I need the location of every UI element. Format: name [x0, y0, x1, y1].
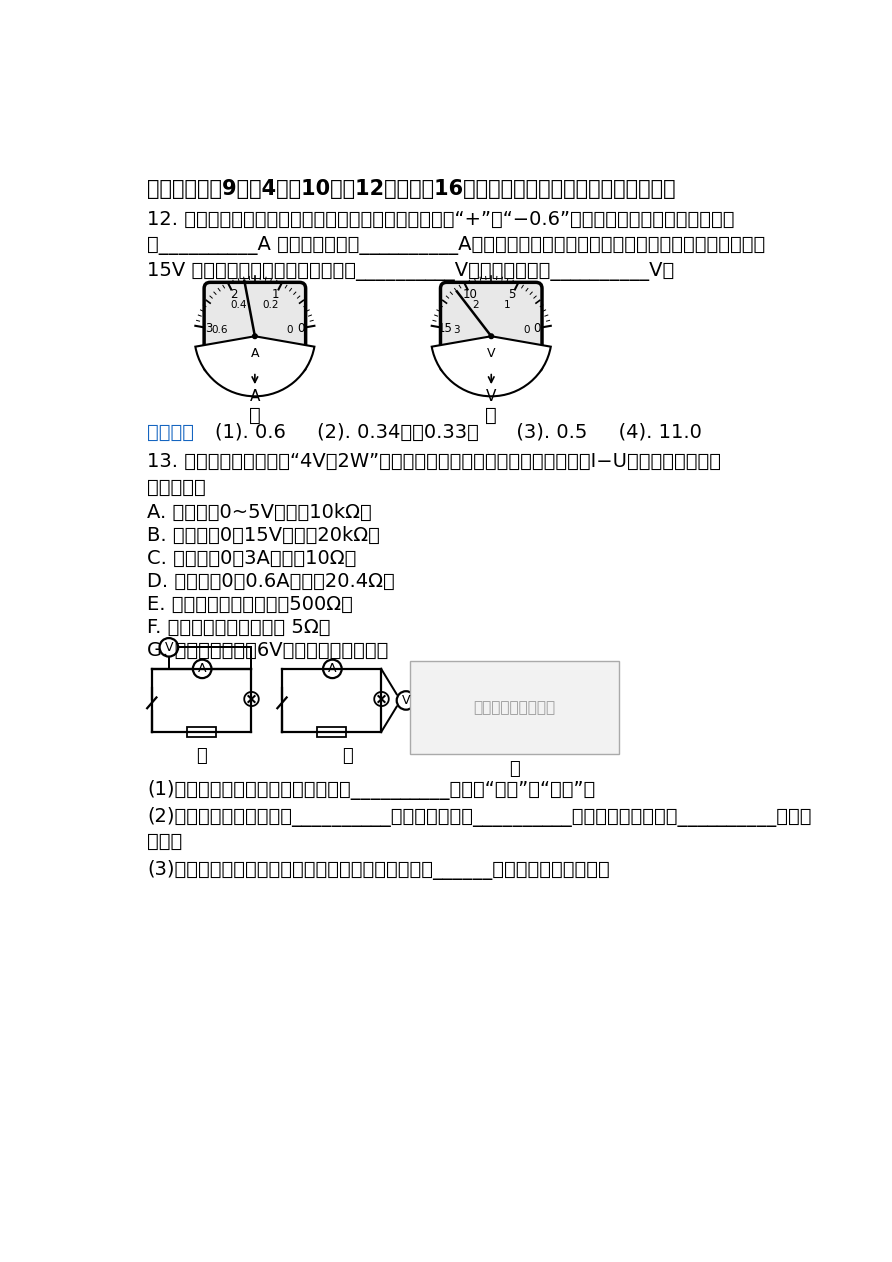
Text: A: A: [251, 347, 259, 360]
Text: E. 滑动变阻器（最大阻値500Ω）: E. 滑动变阻器（最大阻値500Ω）: [147, 594, 353, 613]
Bar: [317, 727, 346, 737]
Circle shape: [489, 334, 493, 338]
Text: 5: 5: [508, 289, 516, 302]
Text: 0: 0: [523, 326, 530, 336]
Text: 0.6: 0.6: [211, 326, 228, 336]
Text: G. 学生电源（直流6V）、开关、导线若干: G. 学生电源（直流6V）、开关、导线若干: [147, 641, 389, 660]
FancyBboxPatch shape: [441, 283, 542, 372]
Text: A: A: [250, 389, 260, 404]
Text: 15V 量程时，则表盘刻度每小格表示__________V，图中指针示数__________V。: 15V 量程时，则表盘刻度每小格表示__________V，图中指针示数____…: [147, 262, 674, 281]
Text: B. 电压表（0：15V，内阶20kΩ）: B. 电压表（0：15V，内阶20kΩ）: [147, 526, 380, 545]
Text: 乙: 乙: [485, 405, 497, 424]
Text: 10: 10: [463, 289, 478, 302]
Text: (2)实验中所用电压表应选__________，电流表应选用__________，滑动变阻器应选用__________。（填: (2)实验中所用电压表应选__________，电流表应选用__________…: [147, 808, 812, 828]
Text: V: V: [401, 694, 410, 707]
Text: 3: 3: [205, 322, 213, 334]
Text: A: A: [328, 663, 336, 675]
Text: F. 滑动变阻器（最大阻値 5Ω）: F. 滑动变阻器（最大阻値 5Ω）: [147, 618, 331, 637]
Text: 0.4: 0.4: [231, 299, 247, 309]
Text: 2: 2: [472, 299, 479, 309]
Text: 0.2: 0.2: [262, 299, 279, 309]
Text: V: V: [165, 641, 173, 654]
Text: D. 电流表（0：0.6A，内阶20.4Ω）: D. 电流表（0：0.6A，内阶20.4Ω）: [147, 572, 395, 591]
Wedge shape: [432, 336, 550, 396]
Text: 甲: 甲: [196, 747, 207, 766]
Text: 0: 0: [297, 322, 304, 334]
Text: 2: 2: [230, 289, 238, 302]
Bar: [186, 727, 216, 737]
Text: 实验器材照片（丙）: 实验器材照片（丙）: [474, 700, 556, 714]
Text: 1: 1: [272, 289, 279, 302]
Text: 乙: 乙: [342, 747, 352, 766]
Text: 材供选用：: 材供选用：: [147, 478, 206, 497]
Text: 13. 有一个小眅泡上标有“4V、2W”的字样，现在要用伏安法描绘这个眅泡的I−U图线。现有下列器: 13. 有一个小眅泡上标有“4V、2W”的字样，现在要用伏安法描绘这个眅泡的I−…: [147, 452, 721, 471]
Text: ⊗: ⊗: [371, 689, 392, 713]
Text: ⊗: ⊗: [241, 689, 261, 713]
Text: V: V: [487, 347, 495, 360]
Text: V: V: [486, 389, 497, 404]
Circle shape: [252, 334, 257, 338]
FancyBboxPatch shape: [204, 283, 306, 372]
Text: 15: 15: [438, 322, 453, 334]
Text: (1). 0.6     (2). 0.34（或0.33）      (3). 0.5     (4). 11.0: (1). 0.6 (2). 0.34（或0.33） (3). 0.5 (4). …: [190, 423, 702, 442]
Text: 是__________A 图中表针示数为__________A；图乙为学生用的两个量程的电压表刻度盘，当使用的是: 是__________A 图中表针示数为__________A；图乙为学生用的两…: [147, 236, 765, 255]
Text: 【答案】: 【答案】: [147, 423, 194, 442]
Bar: [410, 661, 619, 753]
Text: A. 电压表（0~5V，内阶10kΩ）: A. 电压表（0~5V，内阶10kΩ）: [147, 502, 372, 521]
Text: 0: 0: [286, 326, 293, 336]
Text: 甲: 甲: [249, 405, 260, 424]
Text: 3: 3: [453, 326, 459, 336]
Text: (1)实验时，选用的电路图来完成实验__________。（填“图甲”或“图乙”）: (1)实验时，选用的电路图来完成实验__________。（填“图甲”或“图乙”…: [147, 780, 595, 800]
Text: 12. 如图甲是学生用的有两个量程的电流表刻度盘，当用“+”和“−0.6”两接线柱时，能测量的最大电流: 12. 如图甲是学生用的有两个量程的电流表刻度盘，当用“+”和“−0.6”两接线…: [147, 209, 735, 228]
Text: 0: 0: [533, 322, 541, 334]
Text: 序号）: 序号）: [147, 832, 182, 851]
Text: 三、实验题（9小题4分，10小题12分，满冀16分。请将正确的答案写在答题卡上。）: 三、实验题（9小题4分，10小题12分，满冀16分。请将正确的答案写在答题卡上。…: [147, 179, 676, 199]
Text: A: A: [198, 663, 206, 675]
Text: (3)把图丙中所示的实验器材用实线连接成实物电路图______（请在答题卡作答）。: (3)把图丙中所示的实验器材用实线连接成实物电路图______（请在答题卡作答）…: [147, 859, 610, 880]
Text: 1: 1: [504, 299, 510, 309]
Text: C. 电流表（0：3A，内阶10Ω）: C. 电流表（0：3A，内阶10Ω）: [147, 549, 357, 568]
Text: 丙: 丙: [509, 760, 520, 777]
Wedge shape: [195, 336, 314, 396]
